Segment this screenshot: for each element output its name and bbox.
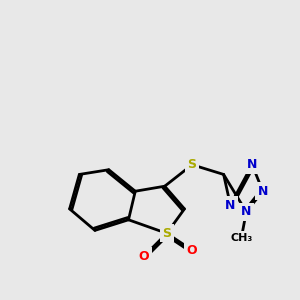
Text: N: N	[258, 185, 268, 198]
Text: S: S	[162, 227, 171, 240]
Text: N: N	[225, 199, 236, 212]
Text: O: O	[187, 244, 197, 256]
Text: CH₃: CH₃	[230, 233, 252, 243]
Text: O: O	[139, 250, 149, 262]
Text: S: S	[188, 158, 196, 171]
Text: N: N	[247, 158, 257, 171]
Text: N: N	[241, 205, 251, 218]
